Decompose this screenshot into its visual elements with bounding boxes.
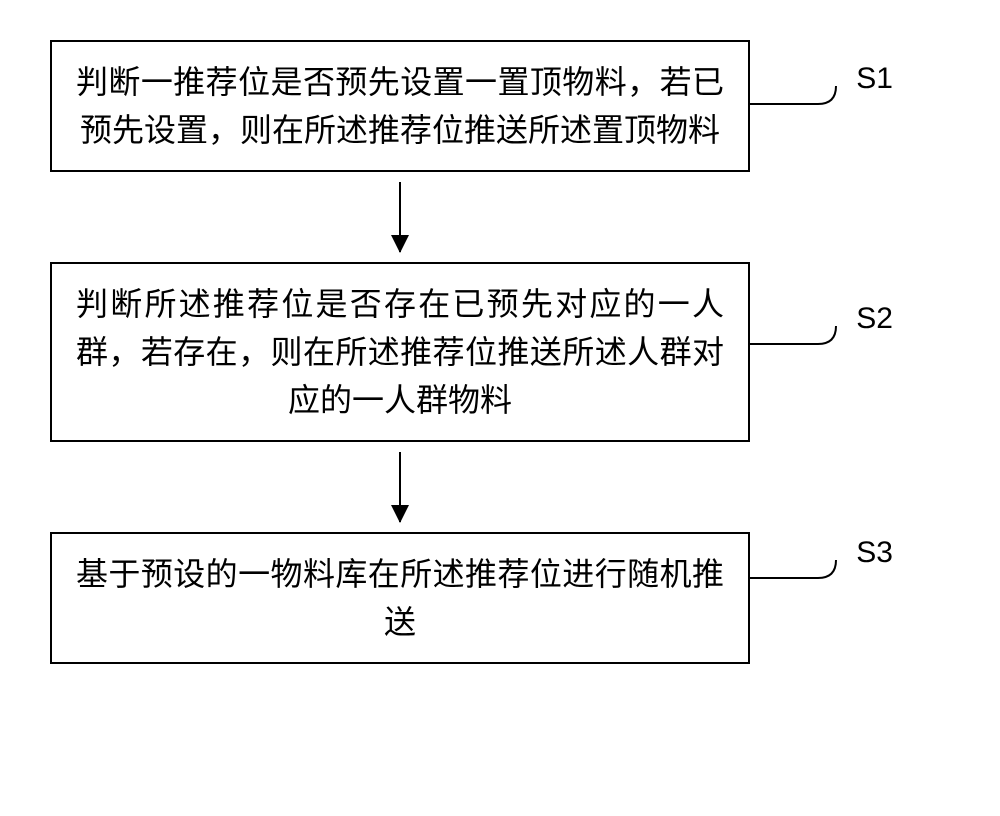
step-label-s1: S1 <box>856 56 893 101</box>
step-box-s3: 基于预设的一物料库在所述推荐位进行随机推送 S3 <box>50 532 750 664</box>
step-label-s2: S2 <box>856 296 893 341</box>
step-box-s2: 判断所述推荐位是否存在已预先对应的一人群，若存在，则在所述推荐位推送所述人群对应… <box>50 262 750 442</box>
step-text-s2: 判断所述推荐位是否存在已预先对应的一人群，若存在，则在所述推荐位推送所述人群对应… <box>76 280 724 424</box>
arrow-line <box>399 452 401 522</box>
arrow-line <box>399 182 401 252</box>
arrow-head <box>391 235 409 253</box>
flowchart-container: 判断一推荐位是否预先设置一置顶物料，若已预先设置，则在所述推荐位推送所述置顶物料… <box>0 0 1000 664</box>
arrow-head <box>391 505 409 523</box>
step-box-s1: 判断一推荐位是否预先设置一置顶物料，若已预先设置，则在所述推荐位推送所述置顶物料… <box>50 40 750 172</box>
step-text-s3: 基于预设的一物料库在所述推荐位进行随机推送 <box>76 550 724 646</box>
step-text-s1: 判断一推荐位是否预先设置一置顶物料，若已预先设置，则在所述推荐位推送所述置顶物料 <box>76 58 724 154</box>
arrow-s1-s2 <box>50 172 750 262</box>
arrow-s2-s3 <box>50 442 750 532</box>
step-label-s3: S3 <box>856 530 893 575</box>
